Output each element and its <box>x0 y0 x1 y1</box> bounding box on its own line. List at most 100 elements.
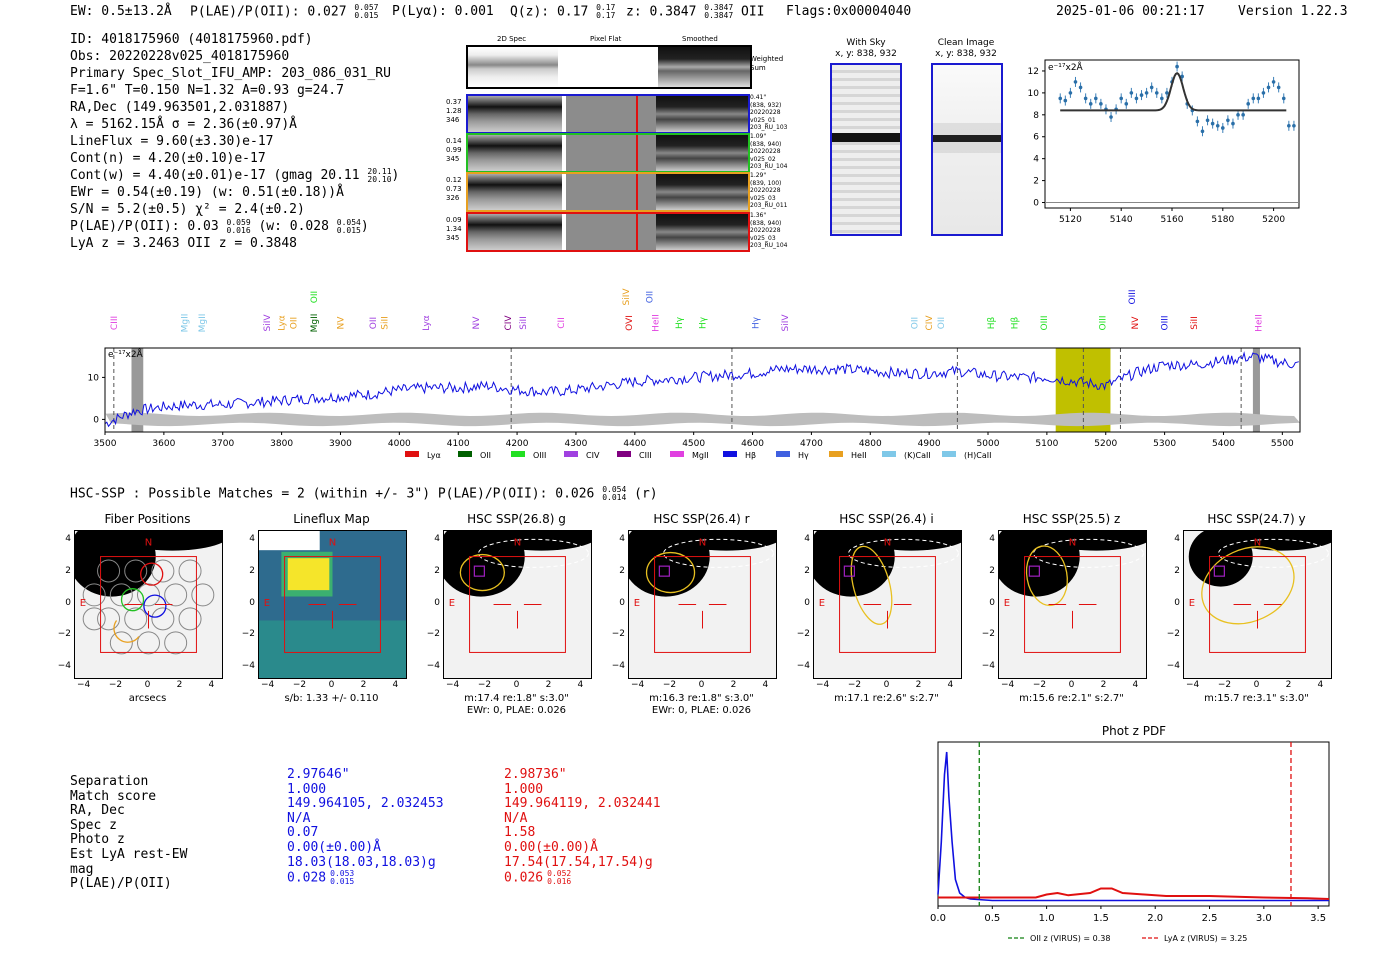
match-2-plae-lo: 0.016 <box>547 877 572 887</box>
match-label-2: RA, Dec <box>70 803 125 819</box>
clean-image-trace <box>933 135 1001 142</box>
hsc-source-top-5 <box>1036 531 1146 551</box>
header-qz-lo: 0.17 <box>596 11 616 20</box>
photz-xtick-label-5: 2.5 <box>1202 913 1218 924</box>
cutout-row-stat-1-0: 0.14 <box>446 137 462 145</box>
info-obs: Obs: 20220228v025_4018175960 <box>70 49 290 64</box>
spectrum-line-label-12: NV <box>472 316 482 330</box>
zoom-point-40 <box>1261 91 1266 95</box>
hsc-caption-2-3: EWr: 0, PLAE: 0.026 <box>651 705 752 716</box>
photz-title: Phot z PDF <box>1101 724 1167 738</box>
hsc-dashed-ellipse-3 <box>662 538 774 568</box>
zoom-point-31 <box>1215 123 1220 128</box>
cutout-row-meta-2-1: (839, 100) <box>750 179 782 187</box>
fiber-9 <box>124 607 148 631</box>
hsc-bright-source-2 <box>444 531 525 597</box>
photz-legend-oii: OII z (VIRUS) = 0.38 <box>1030 934 1110 943</box>
hsc-match-ellipse-5 <box>1025 545 1068 607</box>
spectrum-noise-band <box>105 412 1300 427</box>
spectrum-xtick-label-14: 4900 <box>918 439 941 449</box>
fiber-5 <box>137 583 160 607</box>
zoom-xtick-label-0: 5120 <box>1059 215 1082 225</box>
spectrum-mask-0 <box>131 348 144 432</box>
hsc-panel-title-1: Lineflux Map <box>293 512 370 526</box>
cutout-weighted-sum <box>466 45 752 89</box>
match-1-plae: 0.028 <box>287 870 327 886</box>
info-contw-lo: 20.10 <box>367 174 392 184</box>
hsc-caption-1-5: m:15.6 re:2.1" s:2.7" <box>1019 693 1124 704</box>
zoom-point-34 <box>1231 121 1235 126</box>
cutout-row-3 <box>466 212 660 252</box>
spectrum-line-label-3: SiIV <box>263 314 273 332</box>
spectrum-legend-swatch-5 <box>670 451 684 457</box>
cutout-row-stats-0: 0.37 1.28 346 <box>446 98 462 125</box>
zoom-point-24 <box>1180 74 1184 79</box>
hsc-ytick-2-2: 0 <box>434 597 440 608</box>
match-2-values: 2.98736" 1.000 149.964119, 2.032441 N/A 1.58… <box>504 767 661 886</box>
hsc-dashed-ellipse-6 <box>1217 538 1329 568</box>
hsc-n-label-0: N <box>145 537 152 548</box>
zoom-point-6 <box>1088 102 1093 106</box>
hsc-xtick-3-1: −2 <box>662 680 677 690</box>
header-z-value: z: 0.3847 <box>626 4 697 20</box>
spectrum-line-label-6: MgII <box>310 314 320 333</box>
info-lineflux: LineFlux = 9.60(±3.30)e-17 <box>70 134 274 149</box>
photz-xtick-label-0: 0.0 <box>930 913 946 924</box>
match-2-value-7: 0.026 0.052 0.016 <box>504 870 661 886</box>
header-qz-hi: 0.17 <box>596 3 616 12</box>
hsc-ytick-6-0: 4 <box>1174 533 1180 544</box>
hsc-xtick-1-0: −4 <box>260 680 275 690</box>
cutout-row-meta-1-2: 20220228 <box>750 148 781 156</box>
zoom-point-33 <box>1226 118 1230 123</box>
clean-image-label: Clean Image <box>937 38 995 48</box>
hsc-caption-1-3: m:16.3 re:1.8" s:3.0" <box>649 693 754 704</box>
match-1-plae-bounds: 0.053 0.015 <box>330 870 354 886</box>
header-qz-value: Q(z): 0.17 <box>510 4 589 20</box>
hsc-ytick-6-1: 2 <box>1174 565 1180 576</box>
match-labels: Separation Match score RA, Dec Spec z Photo … <box>70 774 187 892</box>
fiber-14 <box>164 631 188 655</box>
hsc-caption-1-1: s/b: 1.33 +/- 0.110 <box>284 693 379 704</box>
hsc-panel-svg-3: NE <box>629 531 776 653</box>
spectrum-legend-label-10: (H)CaII <box>964 451 991 460</box>
fiber-11 <box>178 607 202 631</box>
spectrum-ytick-label-1: 10 <box>88 373 100 383</box>
cutout-row-stat-2-0: 0.12 <box>446 176 462 184</box>
zoom-point-46 <box>1292 123 1296 128</box>
hsc-match-ellipse-2 <box>459 553 505 592</box>
hsc-xtick-5-0: −4 <box>1000 680 1015 690</box>
cutout-row-1 <box>466 133 660 173</box>
cutout-row-meta-1-1: (838, 940) <box>750 140 782 148</box>
hsc-xtick-5-3: 2 <box>1100 680 1107 690</box>
spectrum-legend-label-1: OII <box>480 451 491 460</box>
hsc-xtick-6-3: 2 <box>1285 680 1292 690</box>
hsc-caption-1-4: m:17.1 re:2.6" s:2.7" <box>834 693 939 704</box>
cutout-row-stats-3: 0.09 1.34 345 <box>446 216 462 243</box>
zoom-point-13 <box>1124 102 1129 106</box>
spectrum-xtick-label-4: 3900 <box>329 439 352 449</box>
hsc-ytick-3-0: 4 <box>619 533 625 544</box>
hsc-xtick-6-4: 4 <box>1317 680 1324 690</box>
cutout-row-meta-3-1: (838, 940) <box>750 219 782 227</box>
hsc-xtick-1-2: 0 <box>328 680 335 690</box>
cutout-row-marker-1 <box>636 135 638 171</box>
info-fiber: F=1.6" T=0.150 N=1.32 A=0.93 g=24.7 <box>70 83 344 98</box>
zoom-point-20 <box>1160 96 1164 101</box>
spectrum-line-label-26: OII <box>937 317 947 329</box>
zoom-point-44 <box>1281 96 1286 101</box>
cutout-row-2dspec-3 <box>468 214 562 250</box>
zoom-ytick-label-1: 2 <box>1033 177 1039 187</box>
zoom-point-3 <box>1073 80 1078 84</box>
hsc-ytick-1-0: 4 <box>249 533 255 544</box>
spectrum-legend-swatch-6 <box>723 451 737 457</box>
photz-xtick-label-4: 2.0 <box>1147 913 1163 924</box>
clean-image-halo <box>933 123 1001 153</box>
zoom-point-38 <box>1251 96 1256 101</box>
zoom-point-7 <box>1094 96 1098 101</box>
cutout-row-meta-2-4: 203_RU_011 <box>750 202 788 210</box>
spectrum-xtick-label-11: 4600 <box>741 439 764 449</box>
info-primary: Primary Spec_Slot_IFU_AMP: 203_086_031_R… <box>70 66 391 81</box>
spectrum-xtick-label-6: 4100 <box>447 439 470 449</box>
hsc-aperture-box-6 <box>1209 556 1306 653</box>
